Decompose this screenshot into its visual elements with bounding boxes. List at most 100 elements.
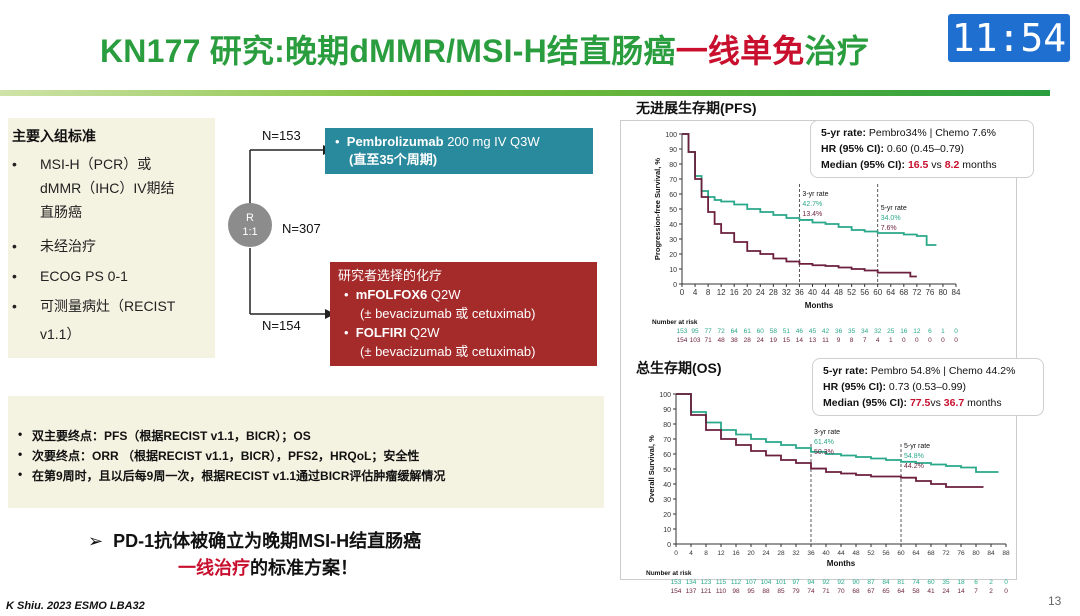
x-tick-label: 4	[689, 550, 693, 557]
risk-count-chemo: 154	[671, 588, 682, 595]
inclusion-item-text: dMMR（IHC）IV期结	[40, 180, 175, 196]
pembrolizumab-arm-box: • Pembrolizumab 200 mg IV Q3W (直至35个周期)	[325, 128, 593, 174]
x-tick-label: 80	[938, 288, 947, 297]
y-tick-label: 80	[669, 162, 677, 169]
risk-count-chemo: 0	[915, 337, 919, 344]
pfs-stat-rate: 5-yr rate: Pembro34% | Chemo 7.6%	[821, 125, 1023, 141]
y-tick-label: 30	[663, 497, 671, 504]
x-tick-label: 28	[777, 550, 785, 557]
risk-count-pembro: 25	[887, 328, 895, 335]
x-axis-label: Months	[827, 559, 856, 568]
title-highlight: 一线单免	[675, 33, 805, 69]
rate-annotation-3yr-pembro: 42.7%	[802, 201, 822, 208]
inclusion-item: • 可测量病灶（RECIST	[12, 298, 176, 314]
risk-count-pembro: 72	[718, 328, 726, 335]
inclusion-item-text: MSI-H（PCR）或	[40, 156, 152, 172]
x-tick-label: 84	[952, 288, 961, 297]
stat-value: 77.5	[909, 397, 931, 409]
risk-count-chemo: 48	[718, 337, 726, 344]
rand-ratio: 1:1	[242, 226, 258, 238]
pembro-km-curve	[676, 393, 999, 473]
risk-count-chemo: 103	[690, 337, 701, 344]
stat-unit: months	[959, 159, 997, 171]
risk-count-pembro: 112	[731, 579, 742, 586]
risk-count-pembro: 104	[761, 579, 772, 586]
inclusion-item: dMMR（IHC）IV期结	[40, 176, 175, 200]
pembro-km-curve	[682, 133, 937, 246]
risk-count-pembro: 35	[942, 579, 950, 586]
risk-count-chemo: 28	[744, 337, 752, 344]
risk-count-chemo: 98	[732, 588, 740, 595]
y-tick-label: 0	[667, 542, 671, 549]
randomization-circle: R 1:1	[228, 203, 272, 247]
x-tick-label: 32	[782, 288, 791, 297]
x-tick-label: 12	[717, 550, 725, 557]
risk-count-pembro: 61	[744, 328, 752, 335]
risk-count-chemo: 0	[941, 337, 945, 344]
risk-count-chemo: 58	[912, 588, 920, 595]
risk-count-pembro: 123	[701, 579, 712, 586]
arm2-drug1: mFOLFOX6	[355, 287, 428, 302]
stat-value: Pembro34% | Chemo 7.6%	[865, 127, 996, 139]
risk-count-chemo: 24	[757, 337, 765, 344]
risk-count-chemo: 64	[897, 588, 905, 595]
y-tick-label: 50	[663, 467, 671, 474]
rate-annotation-5yr: 5-yr rate	[904, 443, 930, 450]
risk-count-chemo: 65	[882, 588, 890, 595]
risk-count-pembro: 18	[957, 579, 965, 586]
x-tick-label: 84	[987, 550, 995, 557]
y-tick-label: 60	[669, 192, 677, 199]
rate-annotation-3yr: 3-yr rate	[814, 429, 840, 436]
x-tick-label: 0	[680, 288, 685, 297]
y-axis-label: Overall Survival, %	[647, 435, 656, 503]
risk-count-pembro: 60	[757, 328, 765, 335]
risk-count-pembro: 115	[716, 579, 727, 586]
x-tick-label: 36	[795, 288, 804, 297]
x-tick-label: 76	[925, 288, 934, 297]
x-tick-label: 12	[717, 288, 726, 297]
inclusion-item: • ECOG PS 0-1	[12, 268, 128, 284]
x-tick-label: 8	[704, 550, 708, 557]
x-tick-label: 48	[834, 288, 843, 297]
endpoint-item: • 双主要终点：PFS（根据RECIST v1.1，BICR）；OS	[18, 427, 311, 443]
risk-count-chemo: 41	[927, 588, 935, 595]
inclusion-item-text: 可测量病灶（RECIST	[40, 298, 176, 314]
risk-count-chemo: 71	[704, 337, 712, 344]
risk-count-pembro: 45	[809, 328, 817, 335]
inclusion-item: • MSI-H（PCR）或	[12, 156, 152, 172]
y-tick-label: 70	[663, 437, 671, 444]
risk-count-chemo: 14	[957, 588, 965, 595]
x-tick-label: 20	[743, 288, 752, 297]
risk-count-pembro: 134	[686, 579, 697, 586]
x-tick-label: 32	[792, 550, 800, 557]
risk-count-pembro: 2	[989, 579, 993, 586]
x-tick-label: 16	[732, 550, 740, 557]
x-tick-label: 52	[847, 288, 856, 297]
risk-count-pembro: 0	[1004, 579, 1008, 586]
stat-value: Pembro 54.8% | Chemo 44.2%	[867, 365, 1016, 377]
risk-count-pembro: 35	[848, 328, 856, 335]
x-tick-label: 40	[808, 288, 817, 297]
risk-count-pembro: 42	[822, 328, 830, 335]
rate-annotation-5yr: 5-yr rate	[881, 205, 907, 212]
risk-count-pembro: 58	[770, 328, 778, 335]
x-tick-label: 28	[769, 288, 778, 297]
arm2-drug2: FOLFIRI	[355, 325, 407, 340]
risk-count-pembro: 1	[941, 328, 945, 335]
risk-count-pembro: 77	[704, 328, 712, 335]
x-tick-label: 8	[706, 288, 711, 297]
risk-count-chemo: 24	[942, 588, 950, 595]
stat-label: HR (95% CI):	[821, 143, 885, 155]
x-tick-label: 44	[821, 288, 830, 297]
os-stat-hr: HR (95% CI): 0.73 (0.53–0.99)	[823, 379, 1033, 395]
arm2-n: N=154	[262, 318, 301, 333]
arm2-sub2: (± bevacizumab 或 cetuximab)	[360, 344, 536, 359]
risk-count-chemo: 38	[731, 337, 739, 344]
pfs-stats-box: 5-yr rate: Pembro34% | Chemo 7.6% HR (95…	[810, 120, 1034, 178]
stat-value: 36.7	[943, 397, 965, 409]
stat-value: 16.5	[907, 159, 929, 171]
stat-value: 8.2	[944, 159, 960, 171]
x-tick-label: 76	[957, 550, 965, 557]
risk-count-chemo: 15	[783, 337, 791, 344]
y-tick-label: 40	[663, 482, 671, 489]
